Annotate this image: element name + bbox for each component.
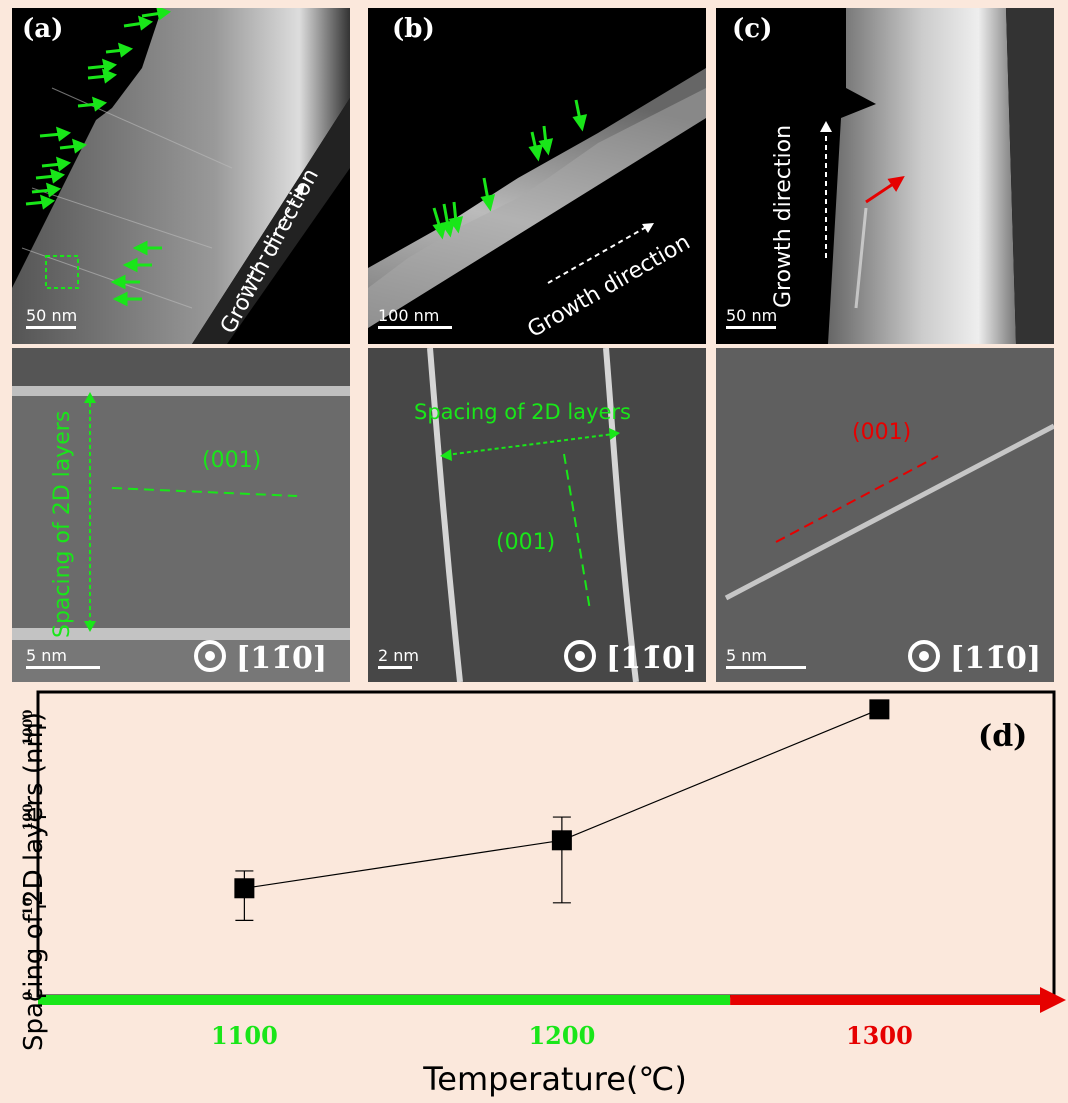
panel-b-plane-label: (001) [496, 530, 556, 555]
panel-c-label: (c) [732, 14, 773, 44]
panel-a-scale-bar-bottom: 5 nm [26, 646, 100, 669]
zone-axis-icon [564, 640, 596, 672]
panel-c-zone-axis: [11̄0] [908, 640, 1041, 676]
y-tick-label: 1000 [21, 710, 36, 746]
x-axis-label: Temperature(℃) [422, 1060, 687, 1098]
panel-a-scale-bar-top: 50 nm [26, 306, 78, 329]
panel-d-chart: 0 10 100 1000 1100 1200 1300 (d) Spacing of 2D… [19, 690, 1066, 1098]
y-tick-label: 10 [21, 897, 36, 915]
panel-a-scale-text-bottom: 5 nm [26, 646, 67, 665]
panel-c-scale-text-bottom: 5 nm [726, 646, 767, 665]
panel-a-zone-axis-text: [11̄0] [236, 641, 328, 676]
zone-axis-icon [194, 640, 226, 672]
y-axis-label: Spacing of 2D layers (nm) [19, 712, 49, 1051]
plot-frame [36, 690, 1056, 998]
panel-c-zone-axis-text: [11̄0] [950, 641, 1042, 676]
panel-c-hrtem-image [716, 348, 1054, 682]
panel-a-scale-text-top: 50 nm [26, 306, 78, 325]
panel-b-label: (b) [392, 14, 435, 44]
panel-b-scale-text-bottom: 2 nm [378, 646, 419, 665]
x-tick-label: 1100 [211, 1021, 278, 1050]
data-point [869, 699, 890, 720]
panel-c-hrtem: (001) 5 nm [11̄0] [716, 348, 1054, 682]
panel-c-scale-bar-bottom: 5 nm [726, 646, 806, 669]
panel-b-zone-axis: [11̄0] [564, 640, 697, 676]
x-tick-label: 1200 [528, 1021, 595, 1050]
panel-a-hrtem: (001) Spacing of 2D layers 5 nm [11̄0] [12, 348, 350, 682]
temperature-bar-red [730, 995, 1042, 1005]
panel-a-label: (a) [22, 14, 64, 44]
panel-c-growth-direction: Growth direction [771, 124, 796, 308]
temperature-bar-arrow [1040, 987, 1066, 1013]
zone-axis-icon [908, 640, 940, 672]
panel-b-overview: (b) Growth direction 100 nm [368, 8, 706, 344]
panel-b-zone-axis-text: [11̄0] [606, 641, 698, 676]
panel-c-scale-bar-top: 50 nm [726, 306, 778, 329]
panel-c-scale-text-top: 50 nm [726, 306, 778, 325]
panel-a-hrtem-image [12, 348, 350, 682]
panel-a-spacing-label: Spacing of 2D layers [50, 410, 75, 638]
y-tick-label: 0 [21, 991, 36, 1000]
panel-b-hrtem-image [368, 348, 706, 682]
y-tick-label: 100 [21, 803, 36, 830]
data-point [551, 830, 572, 851]
panel-a-plane-label: (001) [202, 448, 262, 473]
panel-c-overview: (c) Growth direction 50 nm [716, 8, 1054, 344]
panel-d-label: (d) [978, 719, 1027, 754]
panel-c-overview-image [820, 8, 1054, 344]
panel-a-zone-axis: [11̄0] [194, 640, 327, 676]
temperature-bar-green [38, 995, 731, 1005]
panel-b-scale-bar-bottom: 2 nm [378, 646, 419, 669]
panel-a-overview-image [12, 8, 350, 344]
x-tick-label: 1300 [846, 1021, 913, 1050]
panel-b-overview-image [368, 68, 706, 328]
panel-b-spacing-label: Spacing of 2D layers [414, 400, 631, 424]
panel-b-scale-bar-top: 100 nm [378, 306, 452, 329]
panel-c-plane-label: (001) [852, 420, 912, 445]
panel-a-overview: (a) Growth direction 50 nm [12, 8, 350, 344]
data-point [234, 878, 255, 899]
panel-b-scale-text-top: 100 nm [378, 306, 440, 325]
panel-b-hrtem: Spacing of 2D layers (001) 2 nm [11̄0] [368, 348, 706, 682]
